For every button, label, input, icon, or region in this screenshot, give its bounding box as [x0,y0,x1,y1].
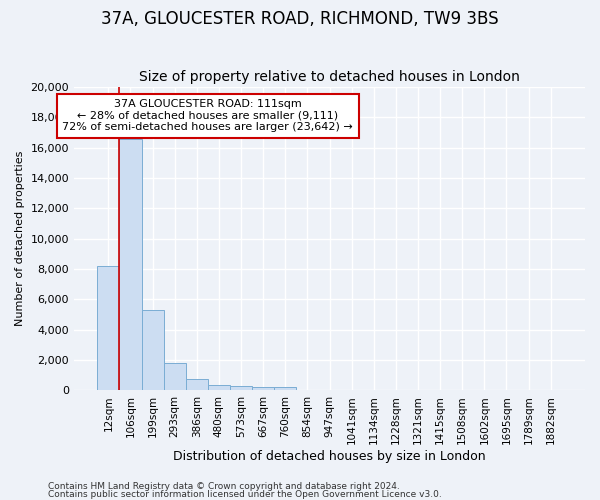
Title: Size of property relative to detached houses in London: Size of property relative to detached ho… [139,70,520,85]
Text: 37A GLOUCESTER ROAD: 111sqm
← 28% of detached houses are smaller (9,111)
72% of : 37A GLOUCESTER ROAD: 111sqm ← 28% of det… [62,99,353,132]
Bar [186,379,208,390]
X-axis label: Distribution of detached houses by size in London: Distribution of detached houses by size … [173,450,486,462]
Bar [274,388,296,390]
Bar [97,266,119,390]
Bar [252,386,274,390]
Text: 37A, GLOUCESTER ROAD, RICHMOND, TW9 3BS: 37A, GLOUCESTER ROAD, RICHMOND, TW9 3BS [101,10,499,28]
Bar [208,385,230,390]
Y-axis label: Number of detached properties: Number of detached properties [15,151,25,326]
Text: Contains HM Land Registry data © Crown copyright and database right 2024.: Contains HM Land Registry data © Crown c… [48,482,400,491]
Bar [142,310,164,390]
Bar [119,138,142,390]
Text: Contains public sector information licensed under the Open Government Licence v3: Contains public sector information licen… [48,490,442,499]
Bar [164,363,186,390]
Bar [230,386,252,390]
